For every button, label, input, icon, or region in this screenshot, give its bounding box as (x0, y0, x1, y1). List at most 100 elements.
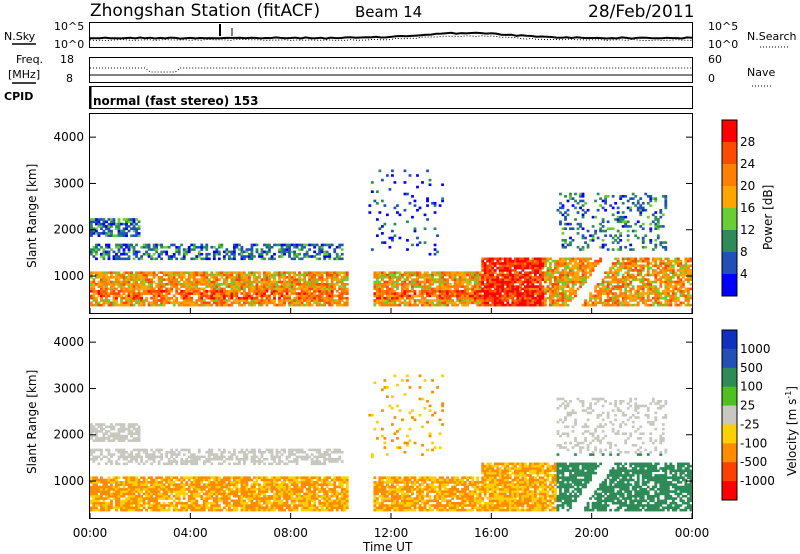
heatmap-cell (621, 292, 625, 295)
heatmap-cell (431, 299, 434, 302)
heatmap-cell (137, 481, 141, 484)
heatmap-cell (90, 234, 93, 237)
heatmap-cell (654, 239, 658, 242)
heatmap-cell (413, 273, 417, 277)
heatmap-cell (551, 259, 555, 263)
heatmap-cell (375, 201, 379, 205)
heatmap-cell (340, 285, 344, 288)
heatmap-cell (383, 271, 387, 275)
heatmap-cell (476, 292, 480, 295)
heatmap-cell (240, 273, 244, 277)
heatmap-cell (516, 294, 520, 298)
heatmap-cell (328, 243, 332, 247)
heatmap-cell (631, 294, 635, 298)
heatmap-cell (237, 303, 241, 307)
heatmap-cell (396, 296, 399, 300)
heatmap-cell (298, 278, 301, 281)
heatmap-cell (175, 492, 179, 496)
heatmap-cell (202, 497, 206, 500)
heatmap-cell (157, 490, 161, 493)
heatmap-cell (170, 273, 174, 277)
heatmap-cell (220, 276, 224, 279)
heatmap-cell (564, 245, 567, 249)
heatmap-cell (391, 301, 394, 305)
heatmap-cell (117, 271, 121, 275)
heatmap-cell (661, 241, 665, 244)
heatmap-cell (501, 273, 505, 277)
heatmap-cell (278, 303, 281, 307)
heatmap-cell (205, 289, 209, 293)
heatmap-cell (674, 301, 678, 305)
heatmap-cell (220, 294, 224, 298)
heatmap-cell (461, 285, 465, 288)
heatmap-cell (150, 271, 154, 275)
heatmap-cell (325, 285, 329, 288)
heatmap-cell (200, 282, 204, 286)
heatmap-cell (611, 301, 615, 305)
heatmap-cell (426, 299, 429, 302)
heatmap-cell (644, 259, 648, 263)
heatmap-cell (155, 490, 159, 493)
heatmap-cell (142, 504, 146, 507)
heatmap-cell (90, 457, 93, 461)
heatmap-cell (132, 492, 136, 496)
heatmap-cell (157, 280, 161, 284)
heatmap-cell (571, 276, 575, 279)
heatmap-cell (195, 303, 199, 307)
heatmap-cell (283, 287, 286, 291)
heatmap-cell (561, 239, 565, 242)
heatmap-cell (521, 301, 525, 305)
heatmap-cell (644, 301, 648, 305)
heatmap-cell (170, 453, 174, 456)
heatmap-cell (202, 301, 206, 305)
colorbar-tick-label: 8 (740, 245, 748, 259)
heatmap-cell (446, 301, 449, 305)
heatmap-cell (140, 460, 143, 463)
heatmap-cell (679, 303, 683, 307)
heatmap-cell (227, 285, 231, 288)
heatmap-cell (564, 289, 567, 293)
heatmap-cell (157, 450, 161, 454)
heatmap-cell (190, 282, 194, 286)
heatmap-cell (559, 273, 562, 277)
heatmap-cell (135, 506, 138, 510)
heatmap-cell (182, 257, 186, 261)
heatmap-cell (110, 453, 113, 456)
heatmap-cell (554, 294, 557, 298)
heatmap-cell (589, 239, 592, 242)
heatmap-cell (137, 483, 141, 486)
heatmap-cell (135, 234, 138, 237)
heatmap-cell (217, 243, 221, 247)
heatmap-cell (443, 280, 447, 284)
heatmap-cell (95, 273, 98, 277)
heatmap-cell (564, 280, 567, 284)
heatmap-cell (95, 227, 98, 231)
heatmap-cell (523, 303, 527, 307)
heatmap-cell (559, 257, 562, 261)
heatmap-cell (100, 294, 103, 298)
heatmap-cell (90, 485, 93, 489)
heatmap-cell (373, 276, 377, 279)
heatmap-cell (681, 294, 685, 298)
heatmap-cell (92, 425, 96, 429)
heatmap-cell (581, 257, 585, 261)
heatmap-cell (135, 494, 138, 498)
heatmap-cell (107, 434, 111, 438)
heatmap-cell (566, 296, 570, 300)
heatmap-cell (674, 294, 678, 298)
heatmap-cell (333, 294, 337, 298)
heatmap-cell (385, 282, 389, 286)
heatmap-cell (380, 225, 384, 228)
heatmap-cell (112, 478, 116, 482)
heatmap-cell (486, 296, 490, 300)
heatmap-cell (95, 296, 98, 300)
heatmap-cell (135, 504, 138, 507)
heatmap-cell (669, 303, 673, 307)
heatmap-cell (303, 273, 307, 277)
heatmap-cell (624, 225, 628, 228)
heatmap-cell (237, 243, 241, 247)
heatmap-cell (182, 294, 186, 298)
heatmap-cell (202, 483, 206, 486)
heatmap-cell (202, 278, 206, 281)
